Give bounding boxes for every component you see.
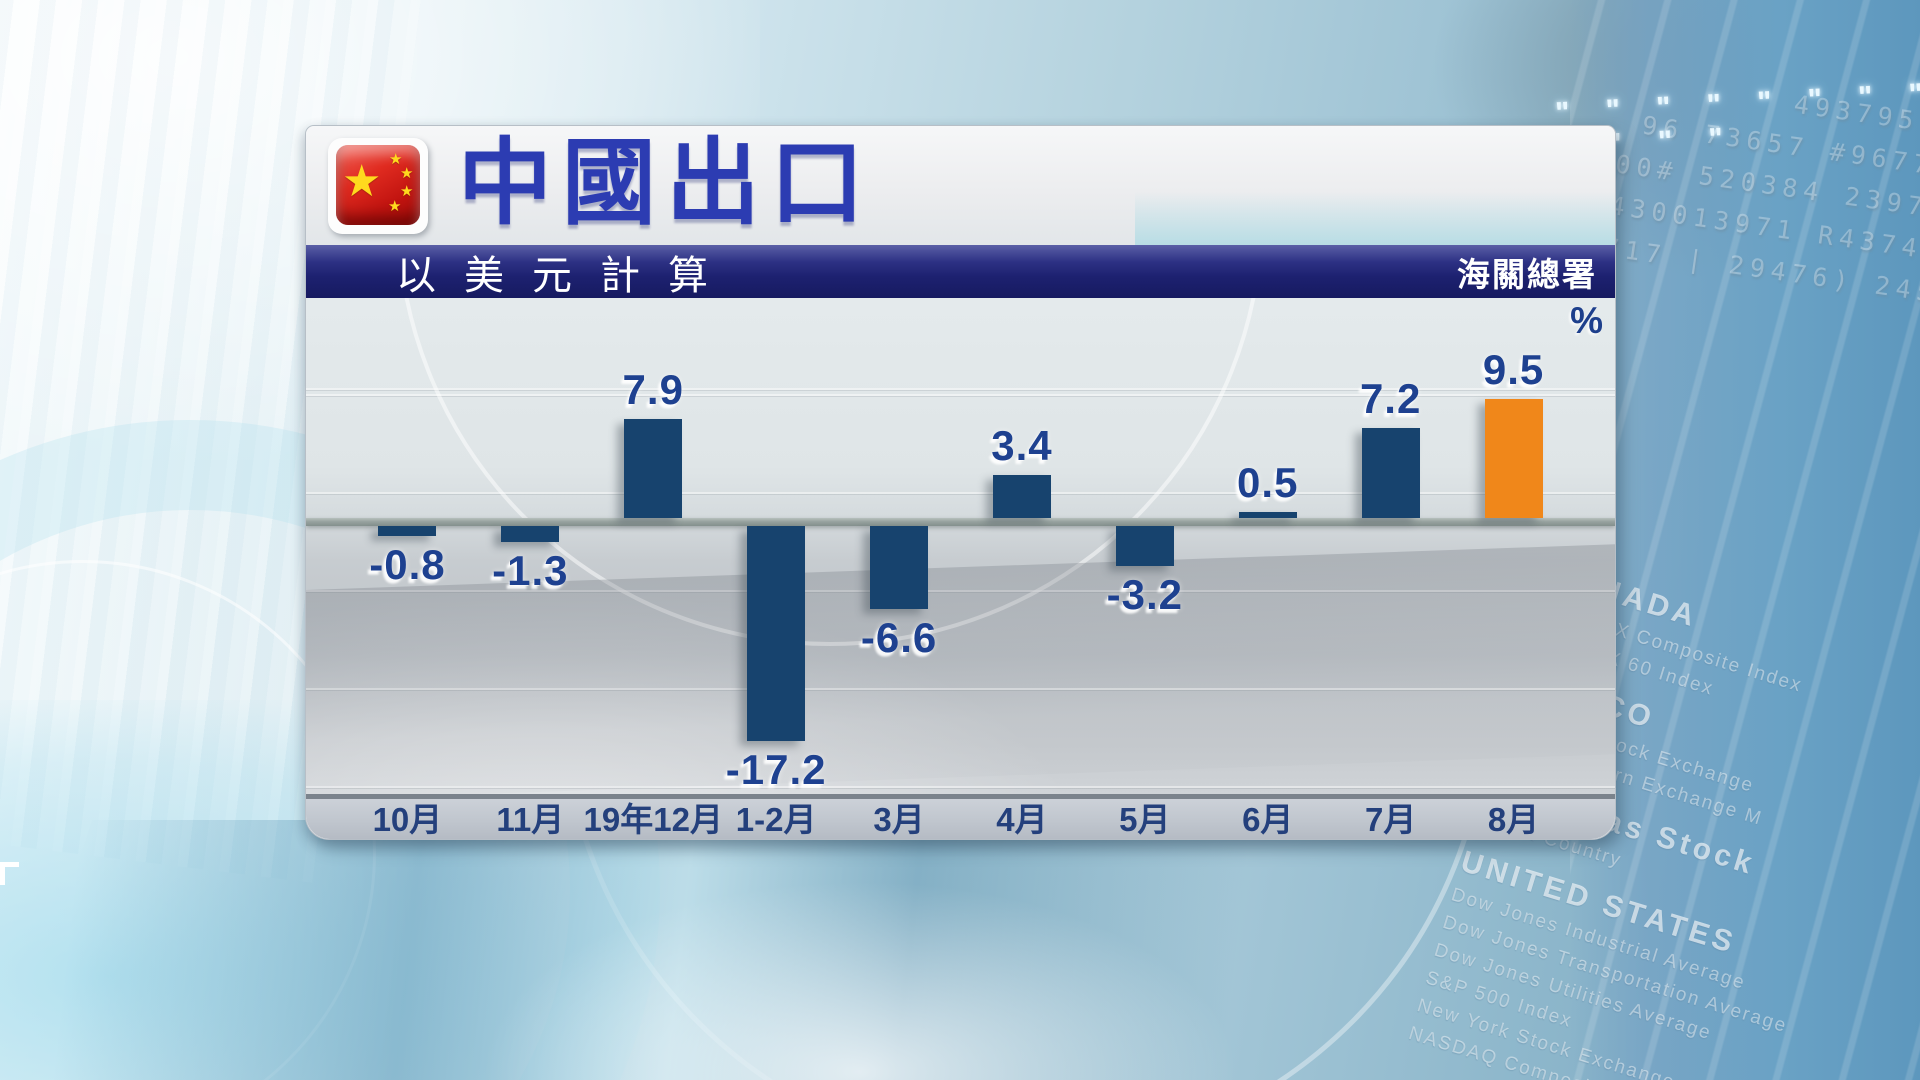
bar: [501, 526, 560, 542]
corner-mark: [0, 862, 19, 885]
x-tick-label: 11月: [496, 801, 565, 838]
china-flag-icon: ★ ★ ★ ★ ★: [328, 137, 428, 234]
flag-star-icon: ★: [400, 164, 414, 182]
bar: [1115, 526, 1174, 566]
subtitle-bar: 以美元計算 海關總署: [306, 245, 1615, 298]
flag-star-icon: ★: [389, 150, 403, 168]
bar-value-label: 3.4: [991, 422, 1053, 469]
bar: [624, 419, 683, 518]
flag-star-icon: ★: [400, 182, 414, 200]
x-tick-label: 8月: [1487, 801, 1540, 838]
xaxis-band: 10月 11月 19年12月 1-2月 3月 4月 5月 6月 7月 8月: [306, 794, 1615, 839]
bar-value-label: -17.2: [725, 746, 827, 793]
x-tick-label: 4月: [996, 801, 1048, 838]
x-tick-label: 1-2月: [735, 801, 817, 838]
x-tick-label: 5月: [1119, 801, 1171, 838]
panel-header: ★ ★ ★ ★ ★ 中國出口: [306, 126, 1615, 245]
bar-highlighted: [1484, 399, 1543, 518]
bar-value-label: 0.5: [1237, 459, 1299, 506]
bar: [747, 526, 806, 741]
plot-area: % -0.8 -1.3 7.9 -17.2 -6.6 3.4 -3.2 0.5 7.2 9.5: [306, 298, 1615, 794]
unit-label: %: [1570, 300, 1603, 341]
bar-value-label: 7.2: [1359, 375, 1422, 422]
bar-value-label: -1.3: [492, 547, 569, 594]
bar-value-label: -0.8: [369, 541, 446, 588]
x-tick-label: 3月: [873, 801, 925, 838]
bar: [1361, 428, 1420, 518]
x-tick-label: 19年12月: [583, 801, 723, 838]
bar-value-label: -3.2: [1106, 571, 1184, 618]
background-bottom-glow: [480, 880, 1240, 1080]
bar: [1238, 512, 1297, 518]
source-label: 海關總署: [1457, 255, 1597, 293]
chart-panel: ★ ★ ★ ★ ★ 中國出口 以美元計算 海關總署 % -0.8 -1.3 7.9 -…: [305, 125, 1616, 840]
bar: [870, 526, 929, 609]
bar-value-label: 7.9: [622, 366, 684, 413]
background-right-band: [1570, 0, 1920, 1080]
x-tick-label: 7月: [1364, 801, 1417, 838]
chart-title: 中國出口: [458, 129, 875, 235]
bar-value-label: -6.6: [860, 614, 938, 661]
flag-star-icon: ★: [388, 197, 402, 215]
flag-star-icon: ★: [342, 156, 382, 206]
x-tick-label: 10月: [372, 801, 443, 838]
china-flag-face: ★ ★ ★ ★ ★: [336, 144, 420, 225]
x-tick-label: 6月: [1242, 801, 1294, 838]
bar: [992, 475, 1051, 518]
bar: [378, 526, 437, 536]
subtitle-label: 以美元計算: [396, 253, 736, 298]
zero-axis-line: [306, 518, 1615, 526]
bar-value-label: 9.5: [1482, 346, 1545, 393]
